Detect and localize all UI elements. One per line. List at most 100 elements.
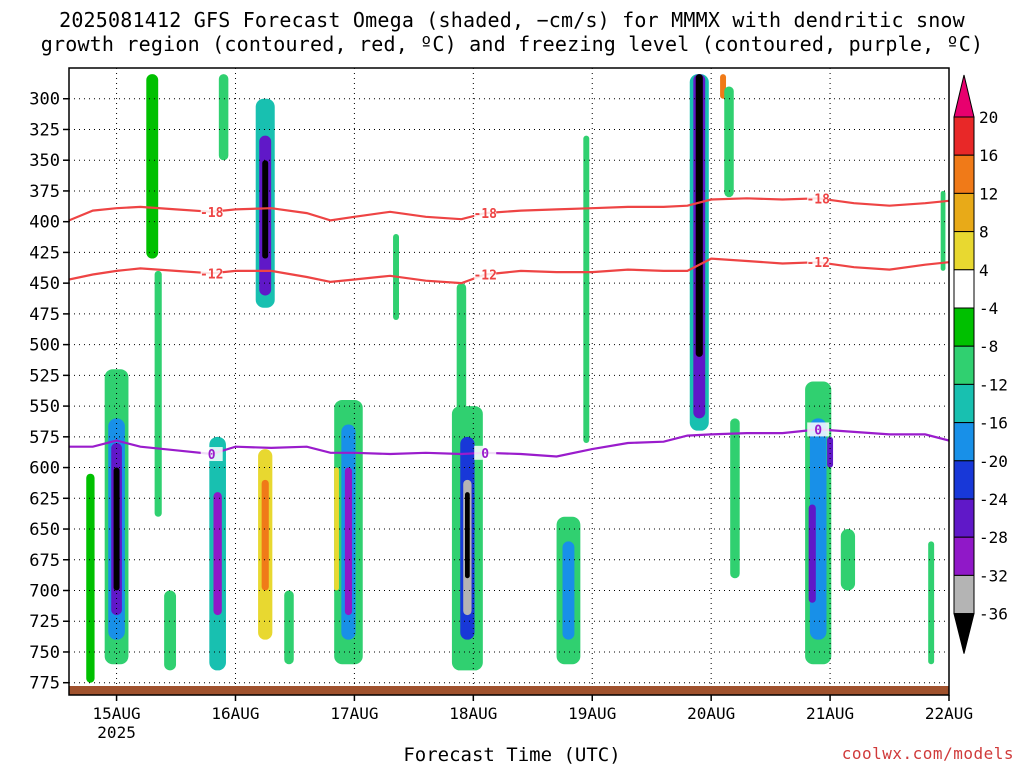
contour-label-bg [200,266,223,281]
omega-cell [284,590,294,665]
colorbar-tick-label: -28 [979,528,1008,547]
colorbar: 20 16 12 8 4 -4 -8 -12 -16 -20 -24 -28 -32 -36 [953,74,1008,654]
omega-cell [334,467,339,591]
y-tick-label: 325 [29,120,60,140]
colorbar-swatch [953,269,975,309]
grid [69,68,949,695]
omega-cell [562,541,575,640]
colorbar-top-arrow [953,74,975,118]
colorbar-tick-label: -20 [979,452,1008,471]
colorbar-swatch [953,231,975,271]
contour-label-bg [807,255,830,270]
omega-cell [793,74,808,198]
omega-cell [583,135,590,443]
omega-cell [261,479,269,591]
omega-cell [164,590,177,671]
omega-cell [724,86,734,198]
colorbar-tick-label: -8 [979,337,998,356]
y-tick-label: 525 [29,366,60,386]
y-tick-label: 775 [29,674,60,694]
colorbar-tick-label: 4 [979,261,989,280]
y-tick-label: 675 [29,551,60,571]
contour-label: -12 [806,256,829,271]
y-tick-label: 700 [29,582,60,602]
y-tick-label: 475 [29,305,60,325]
plot-frame [68,67,950,696]
y-axis: 300 325 350 375 400 425 450 475 500 525 550 575 600 6… [29,90,69,694]
omega-cell [667,467,684,609]
colorbar-bottom-arrow [953,613,975,654]
colorbar-tick-label: 8 [979,223,989,242]
x-tick-label: 19AUG [568,704,616,723]
chart-title: 2025081412 GFS Forecast Omega (shaded, −… [0,8,1024,56]
y-tick-label: 625 [29,489,60,509]
omega-cell [334,111,351,370]
terrain-band [69,686,949,695]
contour-label: -12 [473,269,496,284]
omega-cell [344,467,353,616]
colorbar-swatch [953,460,975,500]
y-tick-label: 300 [29,90,60,110]
y-tick-label: 600 [29,459,60,479]
omega-cell [928,541,935,665]
title-line-1: 2025081412 GFS Forecast Omega (shaded, −… [59,8,965,32]
omega-cell [465,492,470,579]
y-tick-label: 750 [29,643,60,663]
x-tick-label: 20AUG [687,704,735,723]
contour-label: -18 [473,207,497,222]
contour-label-bg [474,206,497,221]
omega-cell [808,504,816,603]
contour-label-bg [807,422,830,437]
omega-cell [86,473,95,683]
y-tick-label: 425 [29,243,60,263]
y-tick-label: 350 [29,151,60,171]
y-tick-label: 650 [29,520,60,540]
x-tick-label: 15AUG [92,704,140,723]
contour-label: 0 [208,448,216,463]
colorbar-swatch [953,116,975,156]
y-tick-label: 375 [29,182,60,202]
contour-label: -12 [200,267,223,282]
omega-cell [840,529,856,591]
colorbar-tick-label: 12 [979,184,998,203]
colorbar-tick-label: -36 [979,605,1008,624]
omega-cell [113,467,120,591]
colorbar-tick-label: -32 [979,566,1008,585]
y-tick-label: 725 [29,612,60,632]
contours: -18 -18 -18 -12 -12 -12 0 0 0 [69,191,949,463]
colorbar-swatch [953,383,975,424]
y-tick-label: 450 [29,274,60,294]
colorbar-tick-label: -12 [979,375,1008,394]
omega-cell [880,442,887,517]
omega-cell [154,270,162,517]
colorbar-swatch [953,154,975,194]
colorbar-swatch [953,536,975,576]
omega-cell [827,436,834,468]
colorbar-swatch [953,574,975,615]
omega-cell [940,190,946,271]
y-tick-label: 575 [29,428,60,448]
omega-cell [218,74,229,161]
colorbar-swatch [953,498,975,538]
colorbar-tick-label: -16 [979,414,1008,433]
credit-text: coolwx.com/models [841,744,1014,763]
contour-label-bg [474,445,497,460]
contour-label: -18 [200,206,224,221]
x-tick-year: 2025 [97,723,136,742]
omega-cell [695,74,703,357]
contour-label: 0 [814,423,822,438]
colorbar-swatch [953,192,975,233]
contour-label-bg [200,447,223,462]
colorbar-swatch [953,307,975,347]
colorbar-swatch [953,345,975,385]
contour-label-bg [807,191,830,206]
omega-cell [509,74,521,198]
x-axis: 15AUG 16AUG 17AUG 18AUG 19AUG 20AUG 21AUG 22AUG… [92,695,973,742]
y-tick-label: 550 [29,397,60,417]
colorbar-tick-label: 20 [979,108,998,127]
x-tick-label: 16AUG [211,704,259,723]
y-tick-label: 400 [29,213,60,233]
x-tick-label: 21AUG [806,704,854,723]
colorbar-tick-label: -4 [979,299,998,318]
